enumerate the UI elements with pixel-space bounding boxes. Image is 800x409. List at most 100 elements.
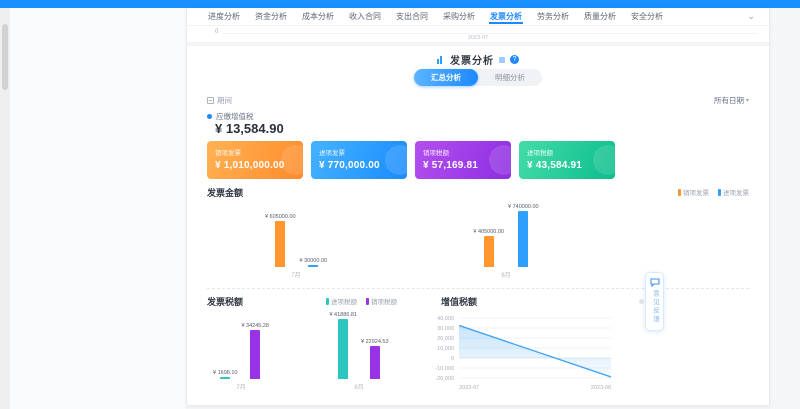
- x-tick: 8月: [354, 385, 364, 391]
- page-scrollbar-thumb[interactable]: [2, 24, 8, 90]
- vat-amount-title: 增值税额: [441, 297, 478, 307]
- bar-进项税额: [220, 377, 231, 379]
- toggle-明细分析[interactable]: 明细分析: [495, 73, 525, 82]
- card-label: 销项税额: [423, 150, 449, 157]
- invoice-amount-legend: 销项发票 进项发票: [678, 187, 749, 197]
- card-value: ¥ 1,010,000.00: [215, 160, 285, 171]
- date-range-select[interactable]: 所有日期 ▾: [714, 95, 749, 106]
- page-title-row: 发票分析 ?: [187, 52, 769, 67]
- dashed-divider: [207, 288, 749, 289]
- stat-card: 销项发票 ¥ 1,010,000.00: [207, 141, 303, 179]
- card-decor: [489, 145, 511, 175]
- y-tick-label: 40,000: [437, 316, 454, 322]
- card-decor: [593, 145, 615, 175]
- x-tick: 8月: [501, 273, 511, 279]
- x-tick: 7月: [236, 385, 246, 391]
- bar-value-label: ¥ 22924.53: [361, 339, 389, 345]
- analysis-mode-toggle: 汇总分析 明细分析: [414, 69, 542, 86]
- card-decor: [281, 145, 303, 175]
- bar-chart-icon: [437, 55, 445, 64]
- stat-cards-row: 销项发票 ¥ 1,010,000.00 进项发票 ¥ 770,000.00 销项…: [207, 141, 615, 179]
- caret-down-icon: ▾: [745, 98, 749, 104]
- card-label: 销项发票: [215, 150, 241, 157]
- toggle-汇总分析[interactable]: 汇总分析: [414, 69, 478, 86]
- invoice-tax-title: 发票税额: [207, 297, 244, 307]
- tab-安全分析[interactable]: 安全分析: [631, 12, 663, 21]
- help-icon[interactable]: ?: [510, 55, 519, 64]
- bar-进项税额: [338, 319, 349, 379]
- calendar-icon: [207, 97, 214, 104]
- feedback-button[interactable]: 意见反馈: [645, 272, 664, 331]
- x-tick: 7月: [291, 273, 301, 279]
- analysis-tab-bar: 进度分析 资金分析 成本分析 收入合同 支出合同 采购分析 发票分析 劳务分析 质量分析 安全分析: [187, 8, 769, 26]
- feedback-drag-handle[interactable]: [639, 299, 644, 304]
- filter-row: 期间 所有日期 ▾: [207, 95, 749, 106]
- y-tick-label: -20,000: [435, 376, 454, 382]
- feedback-label: 意见反馈: [651, 290, 659, 324]
- y-tick-label: 10,000: [437, 346, 454, 352]
- remnant-gridline: [223, 33, 757, 34]
- tab-质量分析[interactable]: 质量分析: [584, 12, 616, 21]
- invoice-analysis-content: 发票分析 ? 汇总分析 明细分析 期间 所有日期 ▾ 应缴增值税 ¥ 13,58: [187, 46, 769, 405]
- tab-发票分析[interactable]: 发票分析: [489, 9, 523, 24]
- period-filter[interactable]: 期间: [207, 95, 232, 106]
- tab-收入合同[interactable]: 收入合同: [349, 12, 381, 21]
- tab-资金分析[interactable]: 资金分析: [255, 12, 287, 21]
- vat-due-label: 应缴增值税: [216, 112, 254, 121]
- section-separator: [187, 42, 769, 46]
- bar-value-label: ¥ 605000.00: [264, 214, 296, 220]
- page-scrollbar[interactable]: [0, 8, 10, 409]
- vat-line-chart: 40,000 30,000 20,000 10,000 0 -10,000 -20,000 2…: [421, 308, 617, 399]
- stat-card: 进项发票 ¥ 770,000.00: [311, 141, 407, 179]
- legend-销项发票[interactable]: 销项发票: [678, 187, 709, 197]
- chat-bubble-icon: [649, 278, 660, 287]
- x-tick-label: 2023-07: [459, 385, 479, 391]
- chevron-down-icon[interactable]: ⌄: [747, 11, 755, 21]
- card-value: ¥ 43,584.91: [527, 160, 583, 171]
- y-tick-label: 0: [451, 356, 454, 362]
- remnant-x-tick: 2023-07: [467, 35, 489, 41]
- remnant-y-zero-label: 0: [215, 29, 219, 35]
- legend-销项税额[interactable]: 销项税额: [366, 296, 397, 306]
- card-label: 进项税额: [527, 150, 553, 157]
- stat-card: 销项税额 ¥ 57,169.81: [415, 141, 511, 179]
- bar-销项税额: [369, 346, 380, 379]
- bar-value-label: ¥ 405000.00: [473, 229, 504, 235]
- bar-value-label: ¥ 740000.00: [508, 204, 539, 210]
- bar-value-label: ¥ 1698.10: [213, 370, 238, 376]
- tab-劳务分析[interactable]: 劳务分析: [537, 12, 569, 21]
- x-tick-label: 2023-08: [591, 385, 611, 391]
- page-title: 发票分析: [450, 56, 494, 67]
- tab-支出合同[interactable]: 支出合同: [396, 12, 428, 21]
- tab-采购分析[interactable]: 采购分析: [443, 12, 475, 21]
- legend-进项税额[interactable]: 进项税额: [326, 296, 357, 306]
- bar-销项发票: [275, 221, 286, 267]
- previous-chart-remnant: 0 2023-07: [187, 26, 769, 42]
- period-filter-label: 期间: [217, 96, 232, 105]
- bar-value-label: ¥ 41886.81: [329, 312, 357, 318]
- card-value: ¥ 770,000.00: [319, 160, 380, 171]
- tab-进度分析[interactable]: 进度分析: [208, 12, 240, 21]
- card-value: ¥ 57,169.81: [423, 160, 479, 171]
- invoice-tax-legend: 进项税额 销项税额: [326, 296, 397, 306]
- card-decor: [385, 145, 407, 175]
- vat-due-value: ¥ 13,584.90: [215, 121, 284, 136]
- bar-销项发票: [483, 236, 494, 267]
- date-range-value: 所有日期: [713, 96, 744, 105]
- bar-进项发票: [518, 211, 529, 267]
- bar-销项税额: [250, 330, 261, 379]
- vat-due-label-row: 应缴增值税: [207, 111, 254, 122]
- bar-value-label: ¥ 34245.28: [241, 323, 269, 329]
- invoice-amount-title: 发票金额: [207, 188, 244, 198]
- tab-成本分析[interactable]: 成本分析: [302, 12, 334, 21]
- dashboard-panel: 进度分析 资金分析 成本分析 收入合同 支出合同 采购分析 发票分析 劳务分析 质量分析 安全分析…: [186, 8, 770, 406]
- spark-icon: [499, 56, 505, 63]
- y-tick-label: -10,000: [435, 366, 454, 372]
- stat-card: 进项税额 ¥ 43,584.91: [519, 141, 615, 179]
- bar-进项发票: [308, 265, 319, 267]
- card-label: 进项发票: [319, 150, 345, 157]
- y-tick-label: 20,000: [437, 336, 454, 342]
- left-background-area: [10, 8, 186, 409]
- legend-进项发票[interactable]: 进项发票: [718, 187, 749, 197]
